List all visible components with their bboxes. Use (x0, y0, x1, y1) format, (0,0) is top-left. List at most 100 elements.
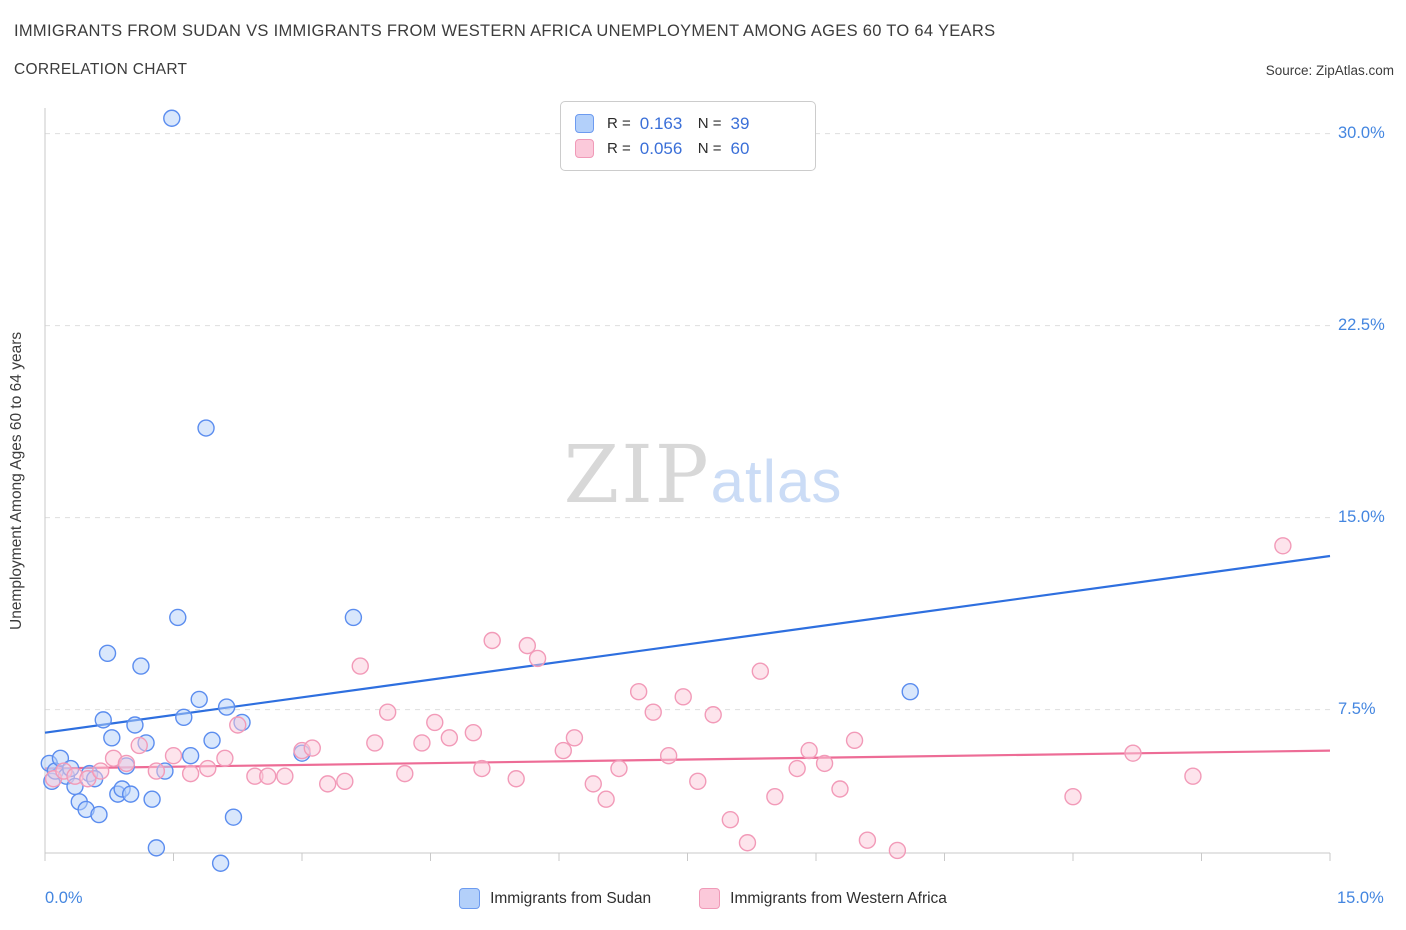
y-tick-label: 7.5% (1338, 699, 1376, 718)
scatter-point-western-africa (464, 723, 483, 742)
scatter-point-western-africa (366, 734, 384, 752)
sudan-n-value: 39 (730, 113, 750, 133)
x-tick-label-min: 0.0% (45, 889, 83, 907)
scatter-point-western-africa (1064, 787, 1082, 806)
scatter-point-western-africa (738, 834, 757, 852)
scatter-point-sudan (94, 711, 112, 729)
scatter-point-western-africa (229, 716, 247, 734)
scatter-point-sudan (203, 731, 221, 750)
scatter-point-western-africa (216, 749, 234, 767)
scatter-point-sudan (190, 690, 208, 709)
scatter-point-sudan (147, 839, 166, 857)
scatter-point-sudan (217, 698, 236, 716)
scatter-point-western-africa (507, 770, 525, 788)
scatter-point-sudan (197, 419, 215, 437)
scatter-point-western-africa (1274, 537, 1292, 555)
r-label: R = (607, 140, 631, 157)
scatter-point-western-africa (766, 787, 784, 806)
scatter-point-western-africa (721, 811, 740, 829)
western-africa-swatch (699, 888, 721, 909)
scatter-point-western-africa (674, 688, 692, 706)
scatter-point-western-africa (888, 841, 907, 860)
legend-label-sudan: Immigrants from Sudan (490, 889, 652, 907)
western-africa-swatch (575, 139, 594, 158)
scatter-point-western-africa (259, 767, 277, 785)
scatter-point-western-africa (528, 649, 547, 668)
legend-label-western-africa: Immigrants from Western Africa (730, 889, 947, 907)
series-legend: Immigrants from Sudan Immigrants from We… (0, 888, 1406, 909)
scatter-point-sudan (211, 854, 230, 872)
scatter-point-western-africa (440, 729, 459, 747)
trend-line-sudan (44, 554, 1331, 734)
scatter-point-sudan (98, 644, 117, 663)
scatter-point-western-africa (79, 770, 97, 788)
scatter-point-western-africa (336, 772, 354, 791)
scatter-point-western-africa (319, 775, 337, 793)
y-tick-label: 22.5% (1338, 315, 1385, 334)
scatter-point-western-africa (303, 739, 321, 757)
scatter-point-western-africa (644, 703, 662, 721)
scatter-point-western-africa (117, 754, 136, 773)
scatter-point-western-africa (473, 759, 491, 778)
scatter-point-western-africa (584, 775, 602, 793)
y-axis-title: Unemployment Among Ages 60 to 64 years (8, 331, 25, 630)
scatter-point-sudan (224, 808, 243, 826)
scatter-point-western-africa (181, 764, 200, 783)
scatter-point-western-africa (351, 657, 369, 675)
scatter-point-sudan (169, 608, 187, 627)
source-link[interactable]: Source: ZipAtlas.com (1265, 63, 1394, 78)
n-label: N = (697, 115, 722, 132)
scatter-point-sudan (90, 805, 108, 824)
scatter-point-western-africa (147, 762, 166, 780)
scatter-point-sudan (163, 109, 181, 127)
scatter-point-sudan (143, 790, 161, 808)
scatter-point-sudan (126, 716, 144, 734)
scatter-point-western-africa (426, 713, 444, 732)
legend-row-sudan: R = 0.163 N = 39 (575, 111, 801, 136)
trend-line-western-africa (44, 749, 1331, 770)
legend-item-sudan: Immigrants from Sudan (459, 888, 651, 909)
scatter-point-western-africa (483, 631, 501, 650)
y-tick-label: 30.0% (1338, 123, 1385, 142)
scatter-point-western-africa (554, 741, 572, 760)
scatter-point-western-africa (845, 731, 864, 750)
correlation-legend: R = 0.163 N = 39 R = 0.056 N = 60 (560, 101, 816, 171)
scatter-point-sudan (901, 683, 919, 701)
r-label: R = (607, 115, 631, 132)
scatter-point-western-africa (1184, 767, 1202, 785)
scatter-point-sudan (344, 608, 363, 627)
sudan-swatch (575, 114, 594, 133)
page-subtitle: CORRELATION CHART (14, 61, 188, 78)
scatter-point-western-africa (199, 759, 217, 778)
scatter-point-western-africa (858, 831, 877, 849)
legend-row-western-africa: R = 0.056 N = 60 (575, 136, 801, 161)
scatter-point-western-africa (565, 729, 584, 747)
scatter-point-sudan (181, 747, 200, 765)
western-africa-n-value: 60 (730, 138, 750, 158)
scatter-point-western-africa (413, 734, 431, 752)
sudan-r-value: 0.163 (639, 113, 683, 133)
scatter-point-western-africa (597, 790, 615, 808)
y-tick-label: 15.0% (1338, 507, 1385, 526)
scatter-point-western-africa (164, 747, 183, 765)
western-africa-r-value: 0.056 (639, 138, 683, 158)
scatter-point-western-africa (788, 759, 806, 778)
scatter-point-western-africa (610, 759, 628, 778)
scatter-point-sudan (103, 729, 121, 747)
scatter-point-sudan (132, 657, 150, 675)
scatter-point-sudan (121, 785, 140, 803)
scatter-point-western-africa (130, 736, 148, 755)
n-label: N = (697, 140, 722, 157)
scatter-point-western-africa (831, 780, 849, 798)
scatter-point-western-africa (378, 703, 397, 721)
scatter-point-western-africa (800, 741, 818, 760)
legend-item-western-africa: Immigrants from Western Africa (699, 888, 947, 909)
scatter-point-western-africa (659, 747, 678, 765)
sudan-swatch (459, 888, 481, 909)
x-tick-label-max: 15.0% (1337, 889, 1384, 907)
scatter-point-western-africa (396, 764, 414, 783)
scatter-point-western-africa (815, 754, 834, 773)
scatter-point-western-africa (91, 762, 110, 780)
scatter-point-western-africa (1124, 744, 1142, 762)
scatter-point-sudan (175, 708, 193, 727)
